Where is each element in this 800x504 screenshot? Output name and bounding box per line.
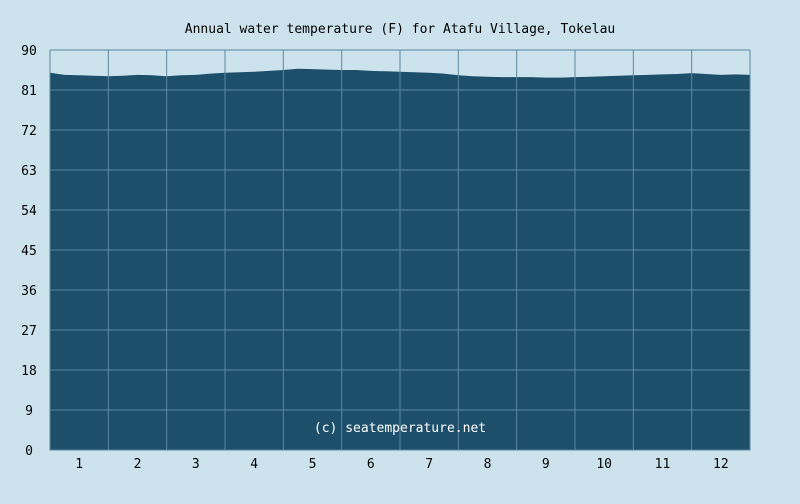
y-tick-label: 90 bbox=[21, 44, 37, 59]
plot-frame bbox=[49, 49, 751, 451]
x-tick-label: 3 bbox=[192, 457, 200, 472]
y-tick-label: 27 bbox=[21, 324, 37, 339]
watermark-text: (c) seatemperature.net bbox=[314, 421, 486, 436]
x-tick-label: 4 bbox=[250, 457, 258, 472]
x-tick-label: 10 bbox=[596, 457, 612, 472]
x-tick-label: 8 bbox=[484, 457, 492, 472]
x-tick-label: 12 bbox=[713, 457, 729, 472]
x-tick-label: 6 bbox=[367, 457, 375, 472]
x-tick-label: 2 bbox=[134, 457, 142, 472]
y-tick-label: 18 bbox=[21, 364, 37, 379]
x-tick-label: 5 bbox=[309, 457, 317, 472]
x-tick-label: 11 bbox=[655, 457, 671, 472]
x-tick-label: 9 bbox=[542, 457, 550, 472]
y-tick-label: 54 bbox=[21, 204, 37, 219]
x-tick-label: 1 bbox=[75, 457, 83, 472]
y-tick-label: 63 bbox=[21, 164, 37, 179]
y-tick-label: 72 bbox=[21, 124, 37, 139]
y-tick-label: 9 bbox=[25, 404, 33, 419]
x-tick-label: 7 bbox=[425, 457, 433, 472]
chart-title: Annual water temperature (F) for Atafu V… bbox=[185, 22, 615, 37]
y-tick-label: 36 bbox=[21, 284, 37, 299]
y-tick-label: 81 bbox=[21, 84, 37, 99]
y-tick-label: 0 bbox=[25, 444, 33, 459]
y-tick-label: 45 bbox=[21, 244, 37, 259]
